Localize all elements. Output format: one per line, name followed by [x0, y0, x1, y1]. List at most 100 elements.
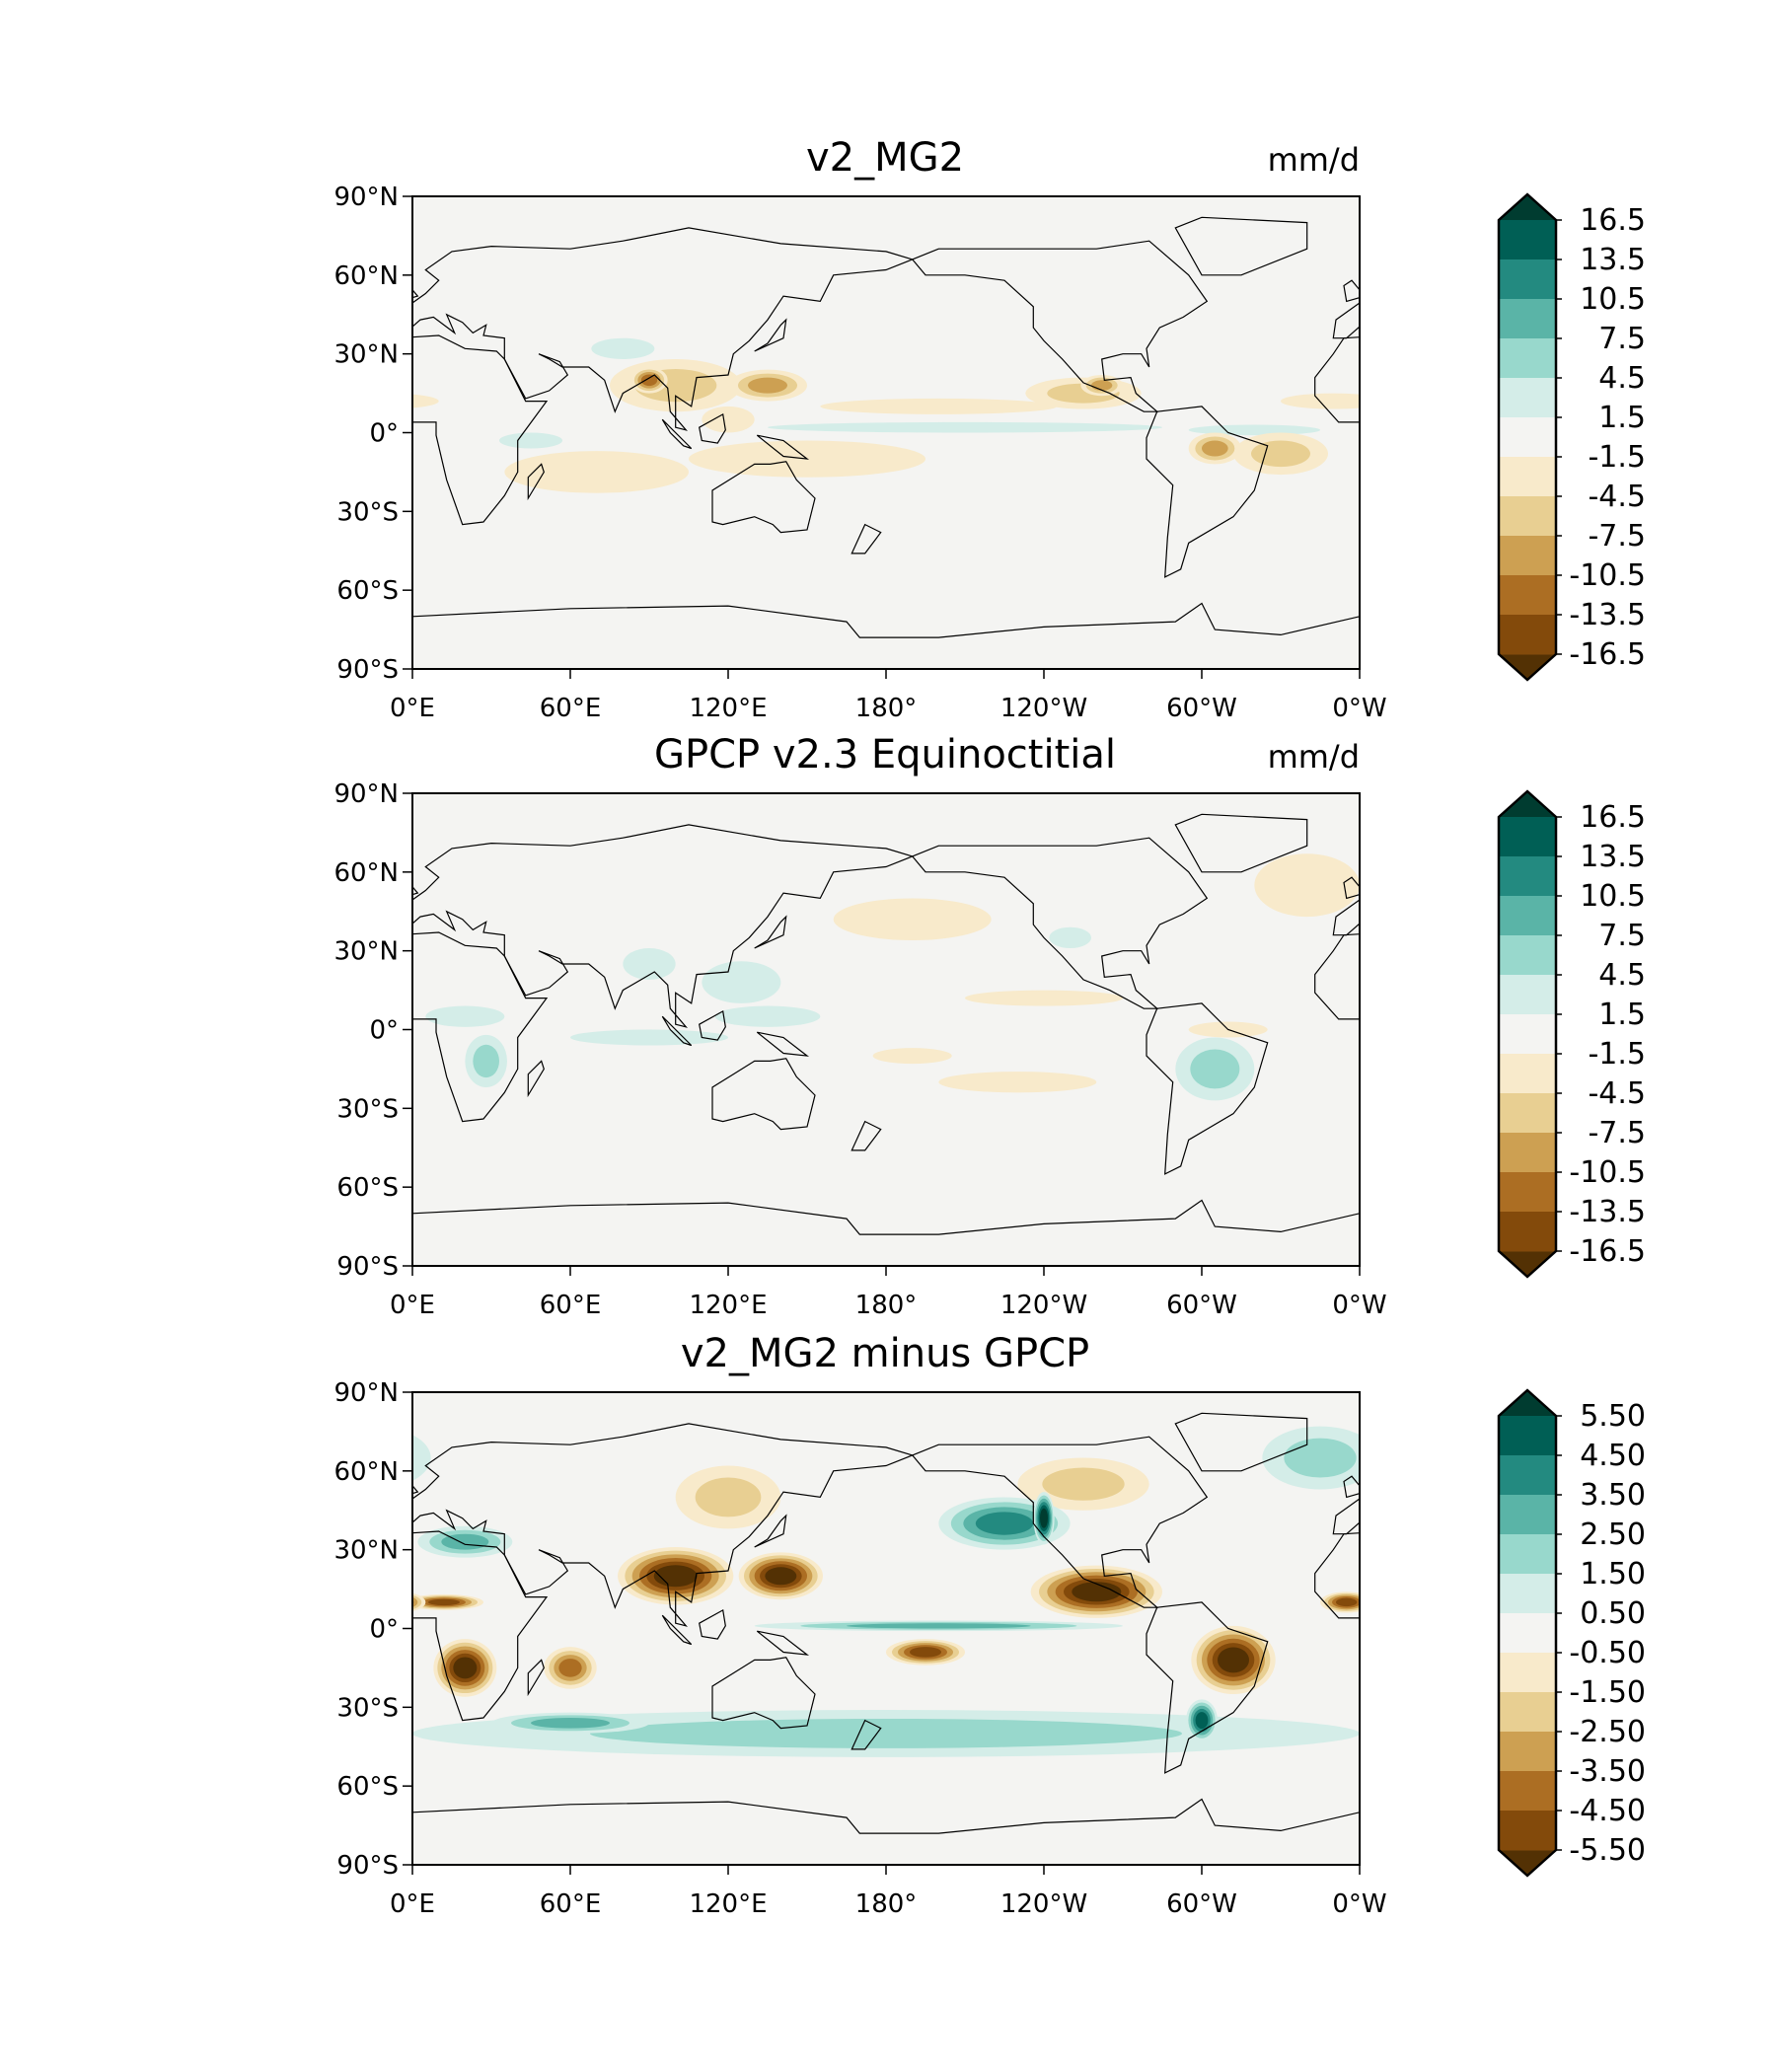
coastlines: [412, 813, 1762, 1235]
coastline-australia: [1660, 462, 1762, 533]
contour-level: [250, 1630, 324, 1690]
coastline-eurasia: [412, 1423, 915, 1627]
contour-level: [531, 1717, 610, 1729]
coastline-japan: [1702, 917, 1734, 948]
contour-level: [239, 1699, 270, 1741]
contour-level: [116, 1579, 183, 1605]
contour-level: [1695, 378, 1735, 394]
lon-tick-label: 0°E: [390, 1291, 435, 1320]
lon-tick-label: 120°W: [1000, 694, 1087, 723]
contour-level: [0, 1072, 149, 1092]
coastline-antarctica: [412, 602, 1360, 638]
lon-tick-label: 0°W: [1332, 1889, 1386, 1919]
colorbar-label: -13.5: [1569, 598, 1646, 632]
contour-level: [228, 1037, 307, 1100]
coastline-greenland: [1174, 216, 1308, 276]
contour-level: [1388, 1534, 1436, 1550]
colorbar-label: -3.50: [1569, 1754, 1646, 1789]
contour-level: [833, 898, 992, 941]
contour-level: [1195, 1712, 1209, 1730]
contour-level: [702, 961, 781, 1003]
contour-level: [78, 378, 193, 409]
lat-tick-label: 60°S: [336, 1772, 399, 1802]
colorbar-extend-top: [1499, 791, 1556, 817]
coastline-borneo: [1647, 414, 1673, 443]
contour-level: [84, 1566, 215, 1618]
coastline-antarctica: [1359, 616, 1360, 617]
contour-level: [270, 1647, 302, 1672]
contour-level: [623, 948, 676, 980]
contour-level: [1396, 1654, 1428, 1682]
contour-level: [558, 1659, 582, 1677]
colorbar-segment: [1499, 1653, 1556, 1693]
coastline-japan: [754, 318, 787, 352]
contour-level: [1190, 1049, 1240, 1089]
contour-level: [1649, 961, 1728, 1003]
colorbar-label: 4.5: [1598, 958, 1646, 993]
colorbar-label: 1.5: [1598, 401, 1646, 435]
coastline-australia: [711, 1657, 816, 1730]
colorbar-label: -13.5: [1569, 1195, 1646, 1229]
contour-level: [242, 425, 373, 436]
colorbar-segment: [1499, 1495, 1556, 1535]
colorbar-extend-top: [1499, 194, 1556, 220]
colorbar-label: 7.5: [1598, 322, 1646, 356]
contour-level: [86, 1492, 107, 1544]
colorbar-segment: [1499, 1054, 1556, 1094]
colorbar-extend-bottom: [1499, 654, 1556, 680]
colorbar-segment: [1499, 856, 1556, 897]
colorbar-label: 2.50: [1580, 1517, 1646, 1552]
contour-level: [412, 1596, 418, 1608]
contour-level: [139, 378, 171, 394]
colorbar-segment: [1499, 1093, 1556, 1134]
contour-level: [29, 1512, 86, 1534]
contour-level: [1715, 422, 1776, 433]
lon-tick-label: 0°E: [390, 1889, 435, 1919]
contour-level: [1364, 1596, 1419, 1607]
contour-level: [1049, 926, 1091, 949]
coastline-australia: [1660, 1059, 1762, 1130]
coastline-newguinea: [756, 1630, 810, 1656]
coastline-japan: [754, 1514, 787, 1548]
lat-tick-label: 60°N: [333, 261, 399, 291]
contour-level: [1685, 374, 1744, 398]
lon-tick-label: 0°E: [390, 694, 435, 723]
contour-level: [428, 1598, 460, 1606]
colorbar-segment: [1499, 1692, 1556, 1733]
contour-level: [473, 1044, 499, 1078]
colorbar: 16.5 13.5 10.5 7.5 4.5 1.5 -1.5 -4.5 -7.5 -10.5 -1…: [1497, 789, 1646, 1279]
colorbar-extend-top: [1499, 1390, 1556, 1416]
contour-level: [1649, 407, 1701, 433]
coastline-antarctica: [1359, 1812, 1360, 1813]
coastline-africa: [412, 931, 549, 1123]
contour-level: [1072, 1582, 1122, 1602]
contour-level: [591, 337, 655, 359]
contour-level: [93, 1509, 101, 1528]
contour-level: [1372, 1006, 1451, 1027]
contour-level: [92, 1505, 103, 1531]
colorbar-segment: [1499, 1455, 1556, 1496]
lon-tick-label: 0°W: [1332, 694, 1386, 723]
contour-level: [1691, 1555, 1765, 1596]
colorbar-label: -7.5: [1588, 1116, 1646, 1150]
contour-level: [89, 1499, 105, 1538]
lat-tick-label: 90°S: [336, 655, 399, 685]
contour-level: [1702, 1621, 1776, 1632]
coastline-sumatra: [661, 418, 693, 450]
coastline-borneo: [1647, 1610, 1673, 1639]
contour-level: [0, 1719, 235, 1748]
contour-level: [0, 1623, 84, 1628]
lat-tick-label: 90°N: [333, 183, 399, 212]
colorbar-label: -4.5: [1588, 1076, 1646, 1111]
contour-fills: [0, 853, 1728, 1101]
contour-level: [259, 1639, 312, 1681]
lat-tick-label: 60°N: [333, 1457, 399, 1487]
coastline-namerica: [911, 837, 1209, 1009]
contour-level: [133, 375, 176, 396]
contour-level: [4, 1502, 111, 1544]
contour-level: [0, 898, 44, 940]
coastline-newzealand: [851, 1120, 882, 1151]
colorbar-segment: [1499, 338, 1556, 379]
coastline-newguinea: [1704, 1032, 1754, 1056]
colorbar-label: -4.50: [1569, 1794, 1646, 1828]
